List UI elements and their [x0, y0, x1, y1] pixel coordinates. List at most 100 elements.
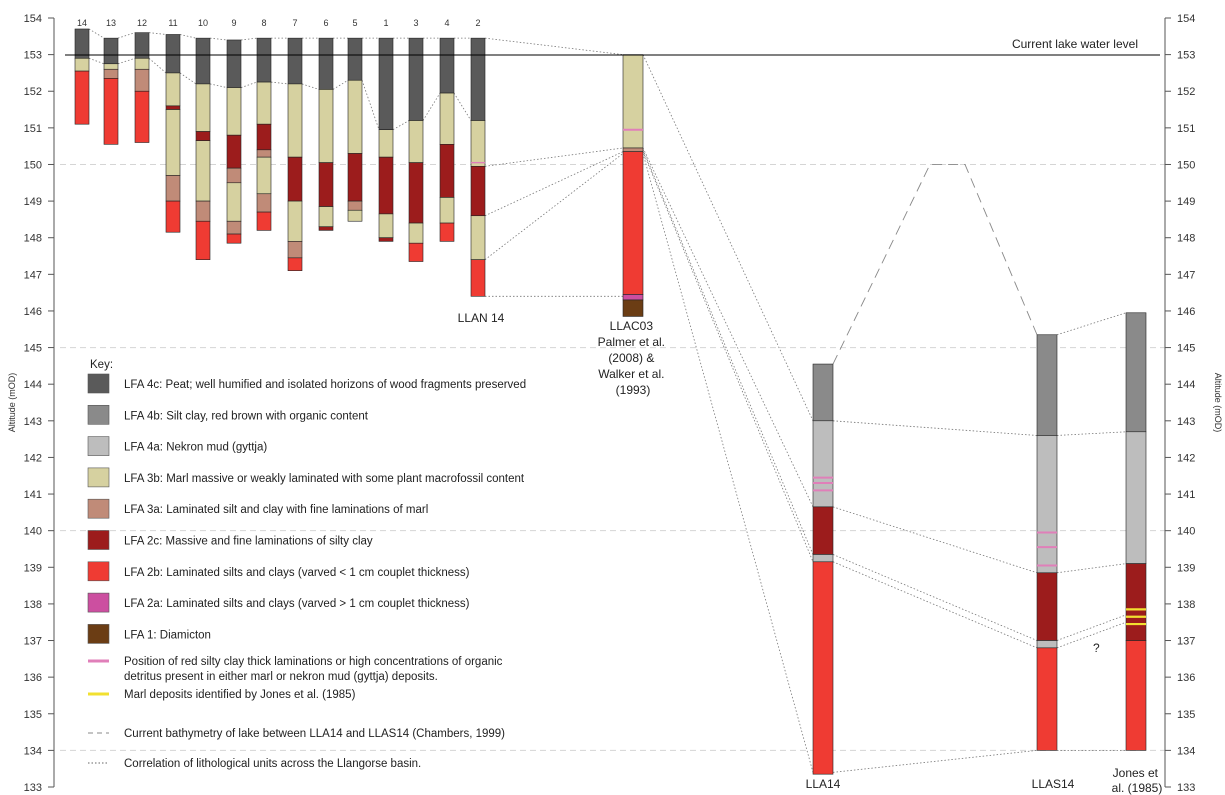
legend-swatch [87, 592, 110, 613]
correlation-line [392, 120, 410, 131]
jones-label-line: Jones et [1113, 766, 1159, 780]
lithology-unit [134, 32, 150, 59]
lithology-unit [470, 120, 486, 167]
lithology-unit [408, 37, 424, 121]
right-axis-tick-label: 135 [1177, 709, 1195, 721]
lithology-unit [256, 149, 272, 158]
lithology-unit [378, 37, 394, 130]
llan-core [134, 32, 150, 143]
llan-core [195, 37, 211, 260]
lithology-unit [226, 39, 242, 88]
right-axis-tick-label: 142 [1177, 452, 1195, 464]
core-number-label: 12 [137, 18, 147, 28]
llac03-label-line: (2008) & [608, 351, 654, 365]
correlation-line [301, 83, 320, 90]
left-axis-tick-label: 149 [24, 196, 42, 208]
correlation-line [332, 79, 349, 90]
right-axis-tick-label: 143 [1177, 416, 1195, 428]
left-axis-tick-label: 154 [24, 13, 42, 25]
lithology-unit [1036, 572, 1058, 641]
lithology-unit [226, 220, 242, 235]
core-number-label: 9 [231, 18, 236, 28]
lithology-unit [318, 162, 334, 207]
lithology-unit [165, 72, 181, 107]
llan-core [378, 37, 394, 242]
right-axis-tick-label: 136 [1177, 672, 1195, 684]
correlation-line [484, 147, 624, 167]
lithology-unit [1125, 640, 1147, 751]
lithology-unit [622, 151, 644, 295]
legend-line-label: Current bathymetry of lake between LLA14… [124, 728, 505, 740]
core-number-label: 3 [413, 18, 418, 28]
lithology-unit [74, 57, 90, 72]
lithology-unit [287, 200, 303, 242]
lithology-unit [378, 213, 394, 239]
llan-core [287, 37, 303, 271]
llan-core [226, 39, 242, 244]
llan-core [347, 37, 363, 222]
correlation-line [1056, 563, 1127, 574]
llas14-core [1036, 334, 1058, 751]
left-axis-tick-label: 139 [24, 562, 42, 574]
correlation-line [642, 149, 814, 555]
lithology-unit [318, 89, 334, 163]
lithology-unit [256, 37, 272, 83]
lithology-unit [1036, 435, 1058, 574]
lithology-unit [408, 120, 424, 163]
core-number-label: 10 [198, 18, 208, 28]
right-axis-tick-label: 148 [1177, 233, 1195, 245]
altitude-gridlines [60, 163, 1165, 751]
lithology-unit [347, 200, 363, 211]
lithology-unit [470, 37, 486, 121]
lithology-unit [347, 153, 363, 202]
correlation-line [832, 561, 1038, 649]
correlation-line [1056, 312, 1127, 336]
legend-swatch [87, 404, 110, 425]
llac03-label-line: Walker et al. [598, 367, 664, 381]
lithology-unit [439, 197, 455, 224]
legend-line-label-cont: detritus present in either marl or nekro… [124, 671, 438, 683]
lithology-unit [74, 28, 90, 59]
correlation-line [148, 57, 167, 74]
core-number-label: 7 [292, 18, 297, 28]
right-axis-tick-label: 151 [1177, 123, 1195, 135]
left-axis-tick-label: 136 [24, 672, 42, 684]
llan-core [318, 37, 334, 231]
legend-item-label: LFA 2b: Laminated silts and clays (varve… [124, 567, 470, 579]
llas14-label: LLAS14 [1032, 777, 1075, 791]
lithology-unit [622, 147, 644, 152]
lithology-unit [103, 68, 119, 79]
lithology-unit [226, 167, 242, 184]
lithology-unit [812, 420, 834, 508]
legend-item-label: LFA 3a: Laminated silt and clay with fin… [124, 504, 428, 516]
correlation-line [240, 81, 258, 88]
right-axis-tick-label: 154 [1177, 13, 1195, 25]
correlation-line [1056, 431, 1127, 436]
lithology-unit [256, 123, 272, 151]
lithology-unit [622, 299, 644, 317]
jones-label-line: al. (1985) [1112, 781, 1163, 795]
lithology-unit [347, 37, 363, 81]
correlation-line [422, 92, 441, 121]
lithology-unit [165, 200, 181, 233]
llan-core [256, 37, 272, 231]
legend: Key: LFA 4c: Peat; well humified and isol… [87, 359, 526, 770]
left-axis-tick-label: 147 [24, 269, 42, 281]
right-axis-tick-label: 141 [1177, 489, 1195, 501]
lithology-unit [165, 109, 181, 176]
core-number-label: 6 [323, 18, 328, 28]
legend-swatch [87, 561, 110, 582]
lithology-unit [226, 182, 242, 222]
lithology-unit [622, 294, 644, 301]
left-axis-tick-label: 153 [24, 50, 42, 62]
lithology-unit [812, 554, 834, 563]
left-axis-title: Altitude (mOD) [7, 373, 17, 433]
llac03-label-line: LLAC03 [610, 319, 654, 333]
lithology-unit [256, 81, 272, 125]
correlation-lines [88, 28, 1127, 773]
lithology-unit [165, 175, 181, 202]
correlation-line [270, 81, 289, 85]
jones-label: Jones et al. (1985) [1112, 766, 1163, 795]
right-axis-tick-label: 138 [1177, 599, 1195, 611]
lithology-unit [195, 37, 211, 85]
